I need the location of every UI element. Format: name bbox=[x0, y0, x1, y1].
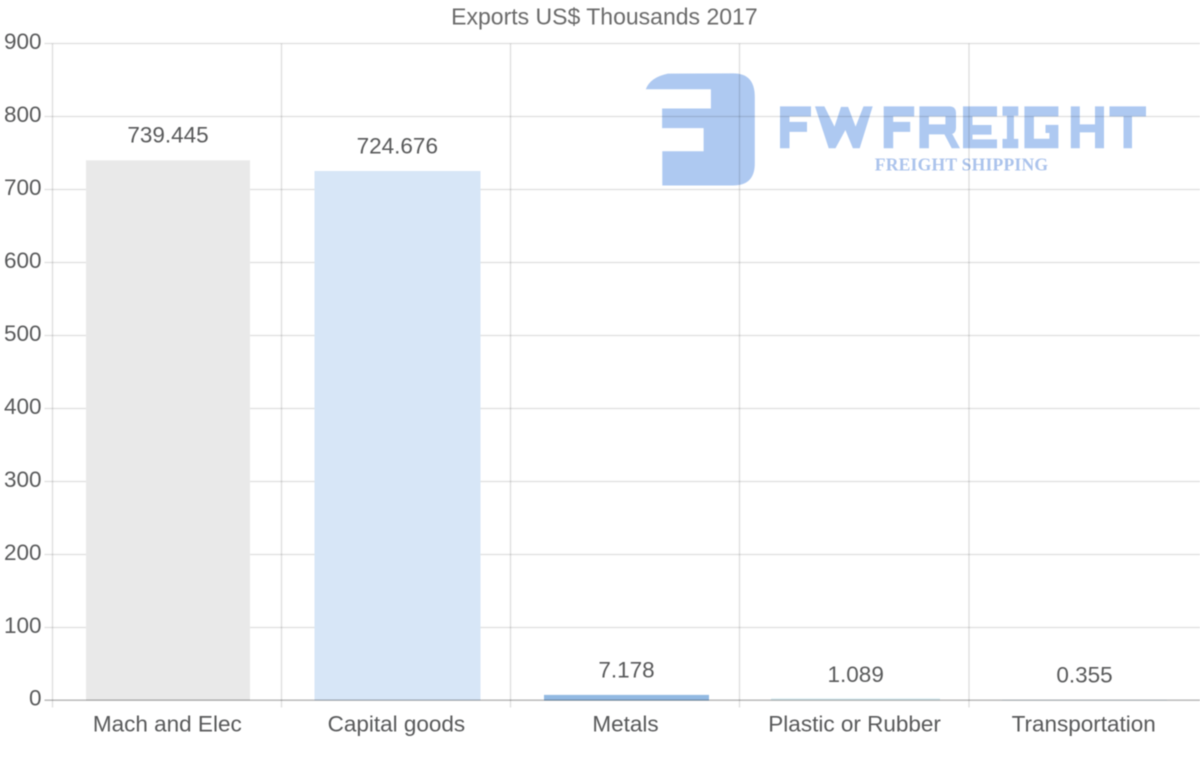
svg-text:7.178: 7.178 bbox=[598, 658, 654, 683]
svg-text:FREIGHT SHIPPING: FREIGHT SHIPPING bbox=[875, 155, 1049, 175]
svg-text:400: 400 bbox=[4, 394, 42, 419]
svg-text:Metals: Metals bbox=[592, 711, 658, 736]
svg-text:100: 100 bbox=[4, 613, 42, 638]
svg-text:900: 900 bbox=[4, 29, 42, 54]
svg-text:600: 600 bbox=[4, 248, 42, 273]
svg-text:724.676: 724.676 bbox=[357, 133, 438, 158]
svg-text:800: 800 bbox=[4, 102, 42, 127]
svg-text:500: 500 bbox=[4, 321, 42, 346]
svg-text:Capital goods: Capital goods bbox=[328, 711, 466, 736]
svg-text:200: 200 bbox=[4, 540, 42, 565]
svg-text:700: 700 bbox=[4, 175, 42, 200]
svg-text:0: 0 bbox=[29, 686, 42, 711]
svg-text:0.355: 0.355 bbox=[1056, 662, 1112, 687]
svg-text:Mach and Elec: Mach and Elec bbox=[93, 711, 242, 736]
svg-text:300: 300 bbox=[4, 467, 42, 492]
svg-text:1.089: 1.089 bbox=[828, 662, 884, 687]
svg-text:Transportation: Transportation bbox=[1012, 711, 1156, 736]
svg-text:739.445: 739.445 bbox=[127, 123, 208, 148]
svg-text:Plastic or Rubber: Plastic or Rubber bbox=[768, 711, 941, 736]
svg-text:Exports US$ Thousands 2017: Exports US$ Thousands 2017 bbox=[451, 4, 757, 30]
